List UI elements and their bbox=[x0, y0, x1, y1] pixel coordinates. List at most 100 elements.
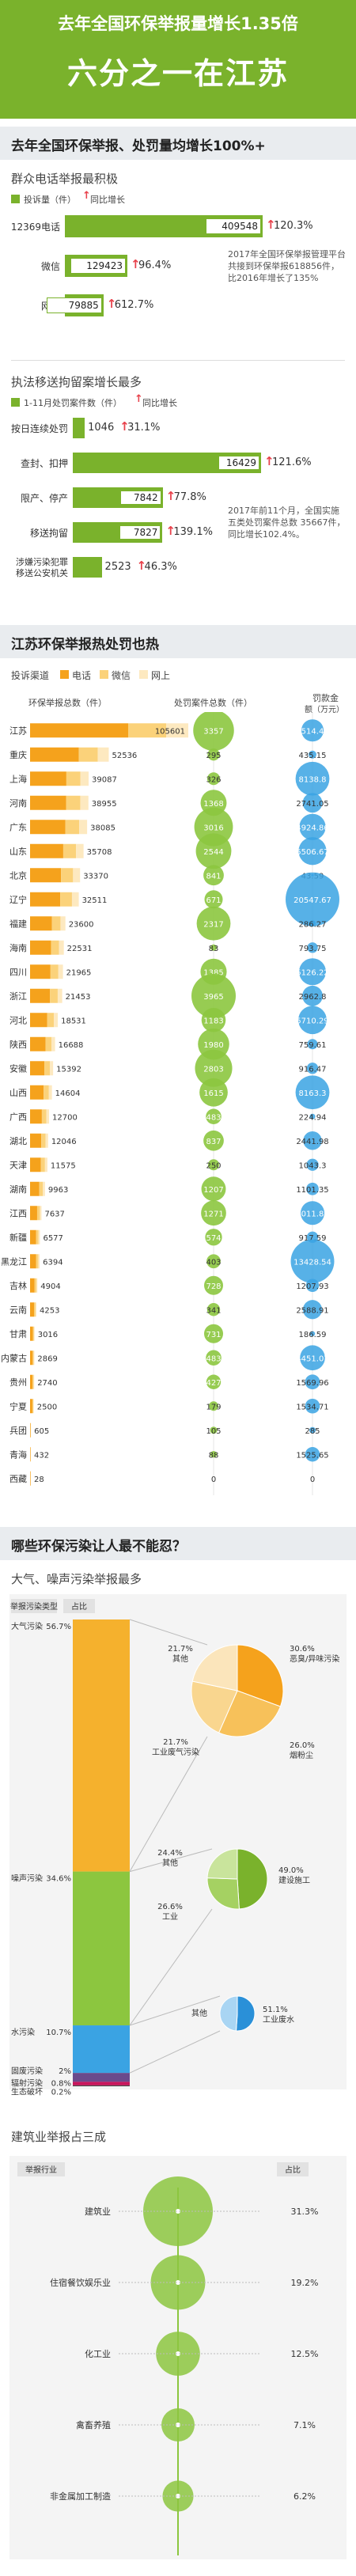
cases-value: 837 bbox=[206, 1138, 221, 1146]
type-segment bbox=[73, 2082, 130, 2085]
cases-bubble bbox=[206, 1350, 222, 1366]
bar-web bbox=[51, 1036, 55, 1051]
bar-web bbox=[46, 1109, 50, 1124]
report-value: 38955 bbox=[92, 800, 117, 809]
report-value: 39087 bbox=[92, 775, 117, 784]
legend-phone-label: 电话 bbox=[72, 670, 92, 681]
connector-line bbox=[129, 1995, 221, 2026]
water-sub-slice bbox=[219, 1995, 238, 2032]
report-value: 33370 bbox=[83, 872, 108, 881]
bar-wechat bbox=[40, 1157, 45, 1172]
bar-web bbox=[38, 1229, 40, 1244]
province-label: 浙江 bbox=[9, 991, 27, 1002]
report-value: 4904 bbox=[40, 1282, 60, 1291]
report-value: 21965 bbox=[66, 968, 92, 977]
bar-wechat bbox=[44, 1085, 49, 1100]
fines-bubble bbox=[306, 1158, 319, 1171]
report-value: 7637 bbox=[44, 1210, 64, 1218]
bar-phone bbox=[30, 964, 51, 979]
province-label: 福建 bbox=[9, 918, 27, 929]
legend-growth-label: 同比增长 bbox=[90, 195, 125, 205]
fines-value: 4011.83 bbox=[296, 1210, 328, 1218]
section4-band-title: 哪些环保污染让人最不能忍？ bbox=[11, 1539, 186, 1555]
air-sub-pct: 26.0% bbox=[290, 1741, 315, 1750]
noise-sub-slice bbox=[206, 1877, 240, 1910]
bar-wechat bbox=[50, 988, 58, 1003]
bar-web bbox=[166, 723, 188, 738]
growth-value: 96.4% bbox=[138, 259, 172, 271]
report-value: 3016 bbox=[38, 1331, 58, 1339]
bar-phone bbox=[30, 1399, 32, 1414]
bar-phone bbox=[30, 843, 63, 858]
province-label: 西藏 bbox=[9, 1474, 27, 1484]
legend-cases-swatch bbox=[11, 398, 20, 407]
volume-value: 409548 bbox=[206, 218, 261, 234]
report-value: 16688 bbox=[59, 1041, 84, 1050]
section5-subtitle: 建筑业举报占三成 bbox=[11, 2130, 107, 2144]
section2-subtitle: 执法移送拘留案增长最多 bbox=[11, 375, 142, 389]
growth-arrow-icon: ↑ bbox=[106, 297, 117, 311]
type-segment bbox=[73, 1619, 130, 1872]
province-label: 河北 bbox=[9, 1015, 27, 1025]
report-value: 2869 bbox=[37, 1354, 57, 1363]
air-sub-slice bbox=[218, 1690, 282, 1737]
fines-bubble bbox=[290, 1239, 335, 1283]
fines-value: 2741.05 bbox=[296, 800, 328, 809]
section2-note: 2017年前11个月，全国实施五类处罚案件总数 35667件，同比增长102.4… bbox=[228, 506, 346, 540]
province-label: 云南 bbox=[9, 1305, 27, 1315]
connector-line bbox=[129, 1908, 213, 2026]
industry-pct: 19.2% bbox=[291, 2278, 319, 2288]
bar-phone bbox=[30, 892, 61, 907]
bar-wechat bbox=[50, 964, 59, 979]
growth-arrow-icon: ↑ bbox=[165, 524, 176, 538]
fines-bubble bbox=[305, 1398, 320, 1414]
cases-value: 341 bbox=[206, 1306, 221, 1315]
report-value: 22531 bbox=[67, 945, 93, 953]
air-sub-label: 其他 bbox=[172, 1654, 188, 1664]
bar-wechat bbox=[51, 916, 61, 931]
bar-phone bbox=[30, 1109, 42, 1124]
bar-web bbox=[97, 747, 109, 762]
cases-value: 1385 bbox=[203, 968, 223, 977]
bar-wechat bbox=[34, 1278, 36, 1293]
growth-value: 31.1% bbox=[127, 422, 161, 434]
fines-bubble bbox=[309, 1331, 316, 1336]
col-fines-header-1: 罚款金 bbox=[312, 693, 339, 703]
province-label: 山东 bbox=[9, 847, 27, 857]
cases-bubble bbox=[204, 1275, 223, 1295]
cases-bubble bbox=[207, 1159, 220, 1171]
province-label: 甘肃 bbox=[9, 1329, 27, 1339]
bar-web bbox=[50, 1061, 54, 1076]
cases-bubble bbox=[210, 1426, 218, 1434]
bar-phone bbox=[30, 1326, 33, 1341]
report-value: 38085 bbox=[90, 824, 116, 832]
fines-bubble bbox=[309, 750, 316, 759]
col-industry-tag bbox=[17, 2162, 65, 2176]
bar-web bbox=[33, 1326, 35, 1341]
fines-value: 2588.91 bbox=[296, 1306, 328, 1315]
province-label: 辽宁 bbox=[9, 894, 27, 905]
col-share-tag bbox=[63, 1599, 95, 1613]
province-label: 吉林 bbox=[9, 1280, 27, 1291]
bar-web bbox=[60, 916, 66, 931]
cases-bubble bbox=[209, 1401, 218, 1411]
cases-value: 105 bbox=[206, 1427, 221, 1436]
fines-bubble bbox=[302, 1300, 323, 1320]
industry-dot bbox=[176, 2351, 180, 2356]
bar-web bbox=[48, 1085, 52, 1100]
connector-line bbox=[129, 2030, 221, 2074]
cases-value: 3965 bbox=[203, 993, 223, 1002]
bar-wechat bbox=[51, 940, 59, 955]
type-pct: 2% bbox=[59, 2067, 71, 2076]
report-value: 6394 bbox=[43, 1258, 62, 1267]
bar-wechat bbox=[128, 723, 166, 738]
cases-value: 295 bbox=[206, 752, 221, 760]
bar-wechat bbox=[62, 843, 77, 858]
noise-sub-label: 工业 bbox=[162, 1912, 178, 1922]
header-title-line1: 去年全国环保举报量增长1.35倍 bbox=[58, 14, 298, 33]
bar-phone bbox=[30, 868, 62, 883]
connector-line bbox=[129, 1848, 213, 1873]
cases-bubble bbox=[191, 973, 236, 1018]
bar-phone bbox=[30, 1013, 47, 1028]
